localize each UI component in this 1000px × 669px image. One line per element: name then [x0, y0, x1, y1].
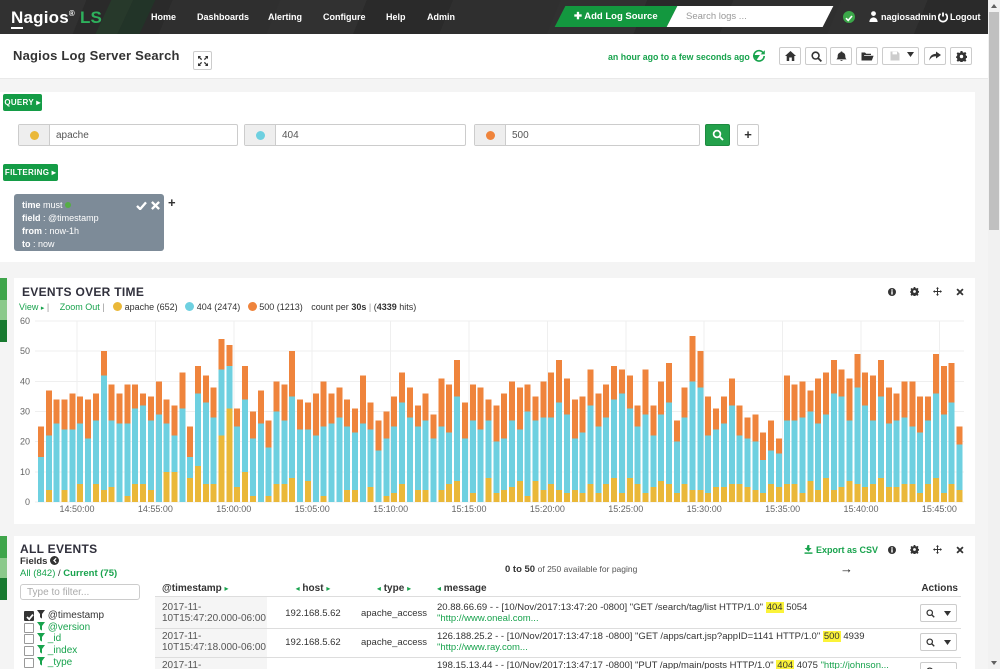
svg-text:15:35:00: 15:35:00 [765, 504, 800, 514]
svg-text:15:30:00: 15:30:00 [687, 504, 722, 514]
svg-text:30: 30 [20, 407, 30, 417]
svg-text:20: 20 [20, 437, 30, 447]
svg-text:15:00:00: 15:00:00 [216, 504, 251, 514]
svg-text:0: 0 [25, 497, 30, 507]
svg-text:15:05:00: 15:05:00 [295, 504, 330, 514]
svg-text:15:20:00: 15:20:00 [530, 504, 565, 514]
svg-text:60: 60 [20, 316, 30, 326]
svg-text:15:10:00: 15:10:00 [373, 504, 408, 514]
svg-text:40: 40 [20, 376, 30, 386]
svg-text:14:50:00: 14:50:00 [59, 504, 94, 514]
svg-text:50: 50 [20, 346, 30, 356]
svg-text:15:40:00: 15:40:00 [843, 504, 878, 514]
svg-text:15:25:00: 15:25:00 [608, 504, 643, 514]
svg-text:15:15:00: 15:15:00 [451, 504, 486, 514]
svg-text:10: 10 [20, 467, 30, 477]
svg-text:14:55:00: 14:55:00 [138, 504, 173, 514]
svg-text:15:45:00: 15:45:00 [922, 504, 957, 514]
